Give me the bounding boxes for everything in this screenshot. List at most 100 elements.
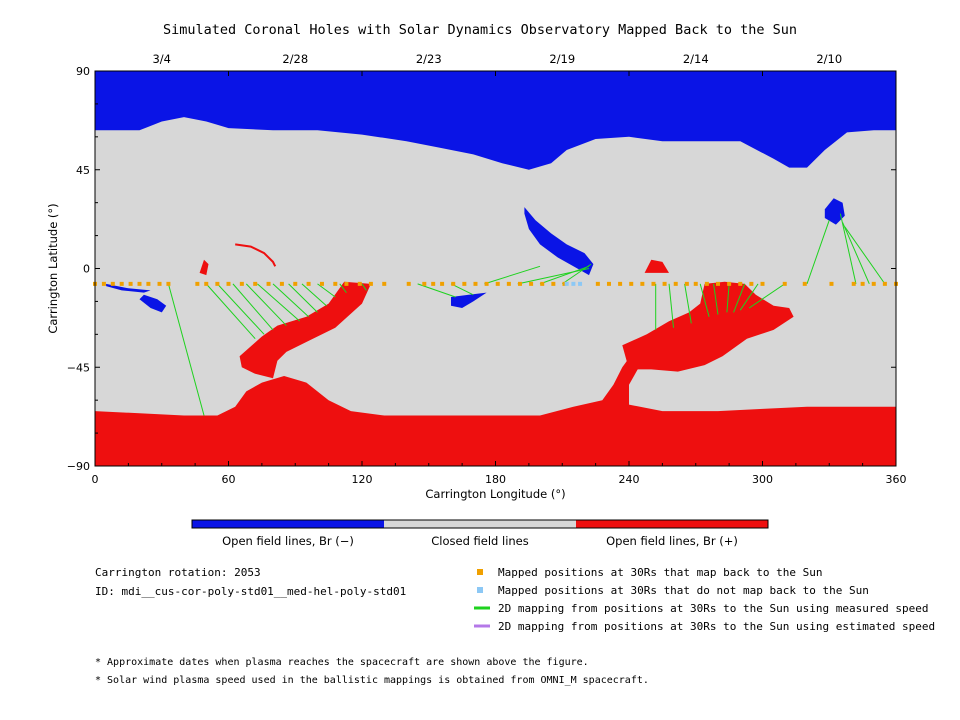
mapped-position-marker — [704, 281, 709, 286]
date-label: 2/23 — [416, 52, 442, 66]
footnote-dates: * Approximate dates when plasma reaches … — [95, 657, 589, 668]
mapped-position-marker — [215, 281, 220, 286]
legend-mapped-marker — [477, 569, 483, 575]
mapped-position-marker — [473, 281, 478, 286]
measured-mapping-line — [842, 222, 870, 285]
x-tick-label: 300 — [752, 473, 773, 486]
date-label: 3/4 — [152, 52, 171, 66]
measured-mapping-line — [839, 213, 857, 284]
positive-patch-2 — [644, 259, 669, 273]
measured-mapping-line — [288, 283, 318, 313]
coronal-hole-small-2 — [451, 292, 487, 308]
mapped-position-marker — [306, 281, 311, 286]
mapped-position-marker — [195, 281, 200, 286]
mapped-position-marker — [529, 281, 534, 286]
colorbar-open-negative — [192, 520, 384, 528]
y-tick-label: 90 — [76, 65, 90, 78]
x-tick-label: 360 — [886, 473, 907, 486]
coronal-hole-extension-a — [239, 281, 371, 379]
measured-mapping-line — [257, 283, 301, 322]
mapped-position-marker — [562, 281, 567, 286]
mapped-position-marker — [101, 281, 106, 286]
mapped-position-marker — [382, 281, 387, 286]
mapped-position-marker — [451, 281, 456, 286]
measured-mapping-line — [726, 283, 730, 313]
mapped-position-marker — [484, 281, 489, 286]
mapped-position-marker — [673, 281, 678, 286]
mapped-position-marker — [279, 281, 284, 286]
measured-mapping-line — [748, 283, 786, 309]
mapped-position-marker — [166, 281, 171, 286]
measured-mapping-line — [484, 265, 541, 285]
mapped-position-marker — [651, 281, 656, 286]
x-tick-label: 0 — [92, 473, 99, 486]
mapped-position-marker — [239, 281, 244, 286]
mapped-position-marker — [517, 281, 522, 286]
x-tick-label: 120 — [352, 473, 373, 486]
date-label: 2/10 — [816, 52, 842, 66]
unmapped-position-marker — [564, 281, 569, 286]
x-tick-label: 240 — [619, 473, 640, 486]
colorbar-open-positive — [576, 520, 768, 528]
measured-mapping-line — [561, 263, 592, 285]
footnote-speed-source: * Solar wind plasma speed used in the ba… — [95, 675, 649, 686]
positive-patch-1 — [199, 259, 209, 276]
mapped-position-marker — [727, 281, 732, 286]
mapped-position-marker — [860, 281, 865, 286]
measured-mapping-line — [699, 283, 710, 317]
mapped-position-marker — [540, 281, 545, 286]
y-tick-label: 0 — [83, 263, 90, 276]
carrington-rotation-label: Carrington rotation: 2053 — [95, 566, 261, 579]
south-polar-coronal-hole — [95, 349, 896, 466]
coronal-hole-small-1 — [139, 294, 167, 313]
measured-mapping-line — [713, 283, 719, 315]
mapped-position-marker — [629, 281, 634, 286]
mapped-position-marker — [137, 281, 142, 286]
mapped-position-marker — [422, 281, 427, 286]
mapped-position-marker — [462, 281, 467, 286]
mapped-position-marker — [606, 281, 611, 286]
mapped-position-marker — [640, 281, 645, 286]
measured-mapping-line — [245, 283, 287, 326]
mapped-position-marker — [157, 281, 162, 286]
mapped-position-marker — [618, 281, 623, 286]
measured-mapping-line — [167, 283, 205, 416]
measured-mapping-line — [339, 283, 347, 293]
unmapped-position-marker — [578, 281, 583, 286]
date-label: 2/19 — [549, 52, 575, 66]
mapped-position-marker — [851, 281, 856, 286]
mapped-position-marker — [406, 281, 411, 286]
mapped-position-marker — [368, 281, 373, 286]
x-axis-label: Carrington Longitude (°) — [425, 487, 565, 501]
coronal-hole-north-c — [824, 198, 845, 225]
mapped-position-marker — [506, 281, 511, 286]
colorbar-label: Open field lines, Br (+) — [606, 534, 738, 548]
chart-title: Simulated Coronal Holes with Solar Dynam… — [163, 22, 797, 38]
x-tick-label: 60 — [222, 473, 236, 486]
mapped-position-marker — [431, 281, 436, 286]
measured-mapping-line — [361, 283, 367, 291]
mapped-position-marker — [119, 281, 124, 286]
measured-mapping-line — [733, 283, 746, 313]
mapped-position-marker — [357, 281, 362, 286]
measured-mapping-line — [301, 283, 327, 307]
positive-arc — [235, 243, 277, 267]
mapped-position-marker — [128, 281, 133, 286]
measured-mapping-line — [272, 283, 309, 318]
measured-mapping-line — [539, 265, 590, 285]
date-label: 2/28 — [282, 52, 308, 66]
colorbar-label: Open field lines, Br (−) — [222, 534, 354, 548]
mapped-position-marker — [684, 281, 689, 286]
mapped-position-marker — [266, 281, 271, 286]
mapped-position-marker — [802, 281, 807, 286]
mapped-position-marker — [716, 281, 720, 286]
legend-mapped-label: Mapped positions at 30Rs that map back t… — [498, 566, 823, 579]
unmapped-position-marker — [571, 281, 576, 286]
colorbar-label: Closed field lines — [431, 534, 529, 548]
mapped-position-marker — [226, 281, 231, 286]
mapped-position-marker — [293, 281, 298, 286]
coronal-hole-extension-b — [622, 281, 794, 372]
y-tick-label: −45 — [67, 361, 90, 374]
mapped-position-marker — [204, 281, 209, 286]
